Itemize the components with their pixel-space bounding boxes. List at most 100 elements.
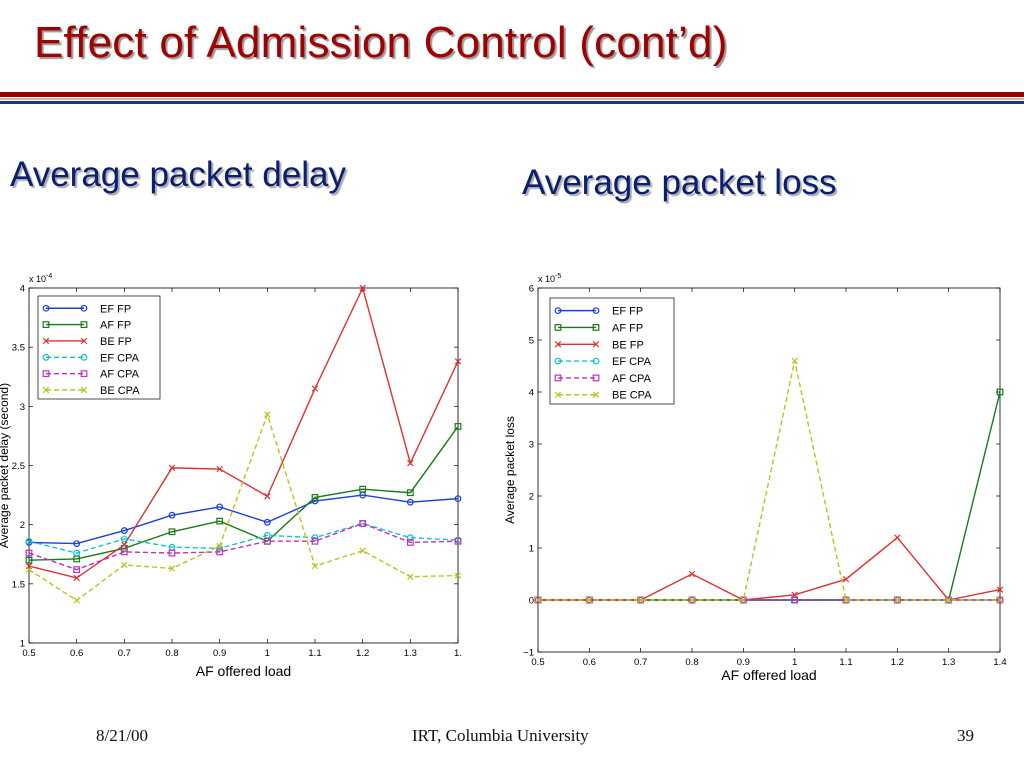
axis-exponent: x 10-5	[538, 273, 561, 284]
data-point	[996, 596, 1004, 604]
x-tick-label: 1.1	[839, 657, 852, 668]
data-point	[311, 385, 319, 392]
x-tick-label: 0.6	[583, 657, 596, 668]
legend-label-af-cpa: AF CPA	[100, 369, 140, 381]
data-point	[791, 357, 798, 365]
legend-label-af-fp: AF FP	[100, 320, 131, 332]
data-point	[120, 535, 128, 543]
x-axis-label: AF offered load	[196, 663, 291, 679]
y-tick-label: 3	[20, 402, 25, 413]
data-point	[637, 596, 644, 604]
data-point	[73, 549, 81, 557]
legend-box	[37, 295, 161, 400]
data-point	[407, 459, 414, 467]
data-point	[688, 570, 696, 578]
x-axis-label: AF offered load	[721, 667, 816, 683]
legend-marker	[42, 321, 50, 329]
x-tick-label: 0.7	[118, 648, 131, 659]
legend-marker	[554, 324, 562, 331]
legend-marker	[592, 357, 600, 365]
subtitle-delay: Average packet delay	[10, 155, 346, 194]
data-point	[263, 518, 271, 526]
y-tick-label: 5	[529, 336, 534, 347]
data-point	[216, 548, 224, 556]
y-axis-label: Average packet loss	[503, 416, 517, 524]
axis-exponent-power: -5	[555, 273, 561, 280]
data-point	[454, 537, 462, 545]
data-point	[894, 596, 901, 604]
data-point	[216, 503, 224, 511]
y-tick-label: −1	[523, 648, 534, 659]
y-tick-label: 3	[529, 440, 534, 451]
series-line-be-cpa	[28, 412, 459, 602]
data-point	[842, 575, 850, 583]
y-tick-label: 2.5	[12, 461, 25, 472]
legend-marker	[592, 391, 600, 398]
data-point	[25, 537, 33, 545]
data-point	[73, 566, 81, 574]
data-point	[168, 565, 176, 572]
footer-organization: IRT, Columbia University	[412, 726, 589, 745]
data-point	[311, 494, 319, 501]
data-point	[264, 493, 271, 500]
series-line-af-fp	[28, 426, 459, 561]
data-point	[216, 542, 223, 550]
data-point	[454, 572, 462, 579]
x-tick-label: 0.9	[737, 657, 750, 668]
data-point	[740, 596, 747, 604]
legend-label-af-cpa: AF CPA	[612, 373, 652, 385]
legend-marker	[554, 357, 562, 365]
legend-marker	[80, 386, 88, 394]
data-point	[406, 539, 414, 546]
legend-marker	[42, 337, 50, 345]
data-point	[454, 495, 462, 503]
legend: EF FP AF FP BE FP EF CPA AF CPA BE CPA	[549, 297, 675, 405]
legend-marker	[592, 324, 600, 331]
x-tick-label: 0.5	[531, 657, 544, 668]
legend-label-be-cpa: BE CPA	[100, 385, 140, 397]
data-point	[168, 511, 176, 519]
data-point	[120, 548, 128, 556]
legend-label-ef-cpa: EF CPA	[612, 356, 652, 368]
data-point	[25, 556, 33, 564]
data-point	[168, 528, 176, 536]
data-point	[894, 534, 901, 541]
delay-chart: 1 1.5 2 2.5 3 3.5 4 0.5 0.6 0.7 0.8 0.9 1 1.1 1.2 1.3 1.…	[0, 273, 462, 679]
legend-marker	[554, 307, 562, 315]
data-point	[311, 562, 319, 570]
legend-marker	[554, 374, 562, 382]
y-tick-label: 1	[529, 544, 534, 555]
legend-marker	[80, 321, 88, 329]
series-line-be-cpa	[538, 360, 1000, 601]
series-line-ef-fp	[28, 494, 459, 545]
data-point	[25, 549, 33, 557]
data-point	[121, 561, 128, 569]
series-be-cpa	[25, 411, 462, 604]
data-point	[407, 573, 414, 580]
legend-marker	[554, 391, 562, 398]
data-point	[688, 596, 696, 604]
legend-label-be-cpa: BE CPA	[612, 390, 652, 402]
x-tick-label: 0.5	[22, 648, 35, 659]
data-point	[586, 596, 593, 604]
data-point	[406, 498, 414, 506]
data-point	[216, 517, 224, 525]
x-tick-label: 1.3	[404, 648, 417, 659]
x-tick-label: 1.2	[891, 657, 904, 668]
loss-chart: −1 0 1 2 3 4 5 6 0.5 0.6 0.7 0.8 0.9 1 1.1 1.2 1.3 1.4 x 1…	[503, 273, 1007, 683]
series-ef-fp	[25, 491, 462, 548]
footer-date: 8/21/00	[96, 726, 148, 745]
data-point	[25, 566, 33, 573]
legend-marker	[42, 370, 50, 378]
legend-label-ef-fp: EF FP	[100, 303, 131, 315]
data-point	[168, 464, 176, 472]
legend-marker	[592, 341, 600, 348]
y-tick-label: 2	[20, 520, 25, 531]
footer-page-number: 39	[957, 726, 974, 745]
data-point	[73, 540, 81, 548]
x-tick-label: 1.1	[308, 648, 321, 659]
data-point	[359, 520, 367, 527]
title-divider-gray	[0, 98, 1024, 100]
series-be-cpa	[534, 357, 1004, 604]
data-point	[996, 388, 1004, 396]
